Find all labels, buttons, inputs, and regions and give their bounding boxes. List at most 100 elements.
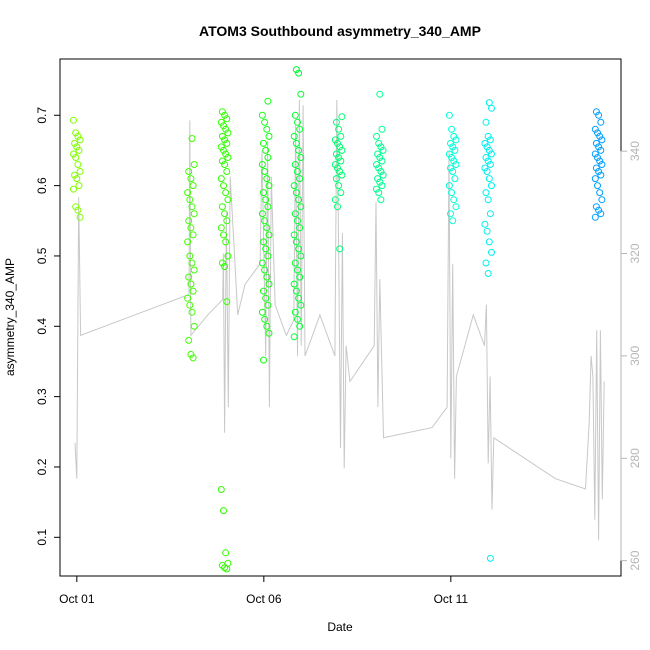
data-point	[190, 322, 198, 330]
axes: 0.1 0.2 0.3 0.4 0.5 0.6 0.7 260 280 300 320 340 Oct …	[35, 107, 642, 606]
data-point	[263, 224, 271, 232]
data-point	[217, 175, 225, 183]
data-point	[291, 259, 299, 267]
data-point	[482, 154, 490, 161]
data-point	[217, 118, 225, 126]
data-point	[265, 231, 273, 239]
point-cluster	[331, 113, 346, 253]
data-point	[445, 182, 453, 190]
data-point	[452, 136, 460, 144]
data-point	[332, 118, 340, 126]
data-point	[592, 108, 600, 116]
data-point	[486, 554, 494, 562]
data-point	[260, 238, 267, 246]
data-point	[451, 146, 459, 154]
data-point	[187, 224, 195, 232]
data-point	[222, 549, 230, 557]
data-point	[222, 238, 230, 246]
secondary-series	[74, 99, 605, 541]
data-point	[295, 69, 303, 77]
data-point	[260, 189, 267, 197]
data-point	[223, 168, 231, 175]
data-point	[488, 104, 495, 112]
data-point	[448, 189, 456, 197]
data-point	[336, 245, 344, 253]
data-point	[292, 189, 300, 197]
data-point	[291, 210, 299, 218]
data-point	[595, 168, 603, 175]
data-point	[189, 354, 197, 362]
data-point	[73, 143, 81, 151]
data-point	[290, 280, 298, 288]
data-point	[486, 210, 494, 218]
data-point	[76, 136, 84, 144]
data-point	[262, 245, 270, 253]
x-tick-label: Oct 06	[246, 592, 282, 606]
data-point	[594, 129, 601, 137]
data-point	[295, 245, 303, 253]
data-point	[594, 154, 601, 161]
data-point	[264, 301, 272, 309]
data-point	[263, 125, 271, 133]
data-point	[373, 185, 380, 193]
data-point	[596, 157, 604, 165]
data-point	[265, 280, 273, 288]
data-point	[598, 196, 606, 204]
data-point	[221, 111, 229, 119]
point-cluster	[373, 90, 387, 204]
data-point	[217, 486, 225, 493]
data-point	[376, 90, 384, 98]
data-point	[265, 132, 273, 140]
data-point	[482, 118, 490, 126]
y-tick-label: 0.4	[35, 318, 49, 335]
data-point	[295, 146, 303, 154]
data-point	[294, 168, 301, 175]
data-point	[294, 118, 301, 126]
data-point	[263, 322, 271, 330]
data-point	[449, 217, 457, 225]
data-point	[481, 164, 489, 172]
data-point	[223, 139, 231, 147]
data-point	[74, 161, 82, 168]
y-tick-label: 0.6	[35, 177, 49, 194]
data-point	[190, 210, 198, 218]
data-point	[297, 252, 305, 260]
data-point	[375, 189, 383, 197]
data-point	[260, 287, 267, 295]
data-point	[295, 196, 303, 204]
data-point	[488, 182, 495, 190]
data-point	[188, 135, 196, 142]
data-point	[222, 125, 230, 133]
data-point	[374, 150, 382, 158]
data-point	[592, 139, 600, 147]
data-point	[486, 136, 494, 144]
data-point	[260, 356, 267, 364]
data-point	[189, 231, 197, 239]
data-point	[379, 171, 387, 179]
data-point	[70, 185, 77, 193]
data-point	[448, 154, 456, 161]
data-point	[184, 189, 192, 197]
data-point	[450, 157, 458, 165]
data-point	[218, 561, 226, 569]
data-point	[596, 132, 604, 140]
data-point	[378, 157, 386, 165]
data-point	[218, 203, 226, 211]
data-point	[592, 164, 600, 172]
data-point	[188, 203, 196, 211]
data-point	[220, 182, 227, 190]
data-point	[373, 161, 380, 168]
data-point	[449, 143, 457, 151]
x-tick-label: Oct 01	[59, 592, 95, 606]
data-point	[258, 210, 266, 218]
y2-tick-label: 340	[628, 141, 642, 161]
data-point	[485, 146, 493, 154]
data-point	[596, 189, 604, 197]
y-tick-label: 0.3	[35, 388, 49, 405]
data-point	[297, 90, 305, 98]
data-point	[482, 259, 490, 267]
data-point	[222, 150, 230, 158]
data-point	[335, 125, 343, 133]
data-point	[223, 565, 231, 573]
